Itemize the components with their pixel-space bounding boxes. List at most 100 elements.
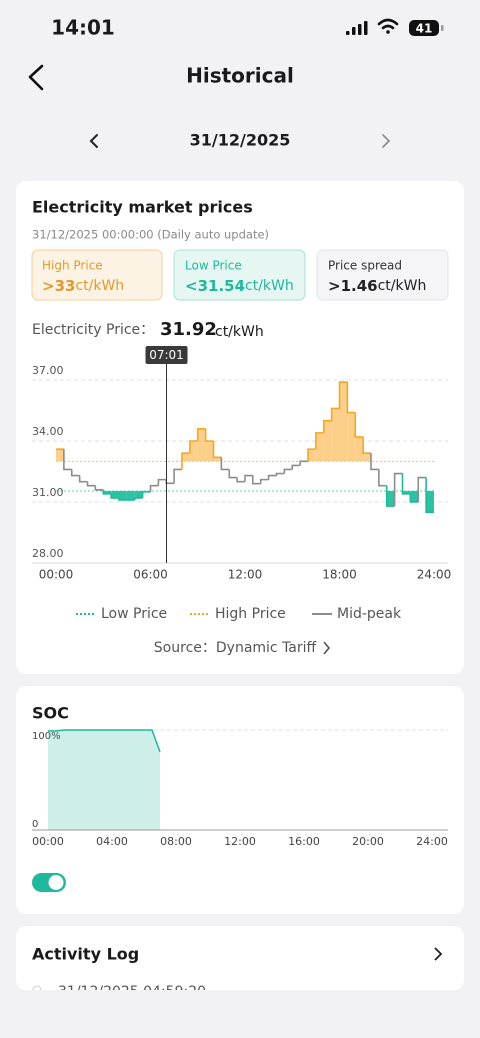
readout-label: Electricity Price： (32, 322, 154, 338)
price-step (401, 473, 411, 495)
x-tick-label: 00:00 (32, 835, 64, 848)
high-fill (56, 449, 64, 462)
battery-tip (441, 25, 444, 31)
price-chart: 28.00 31.00 34.00 37.00 00:00 06:00 12:00 18:00… (32, 346, 451, 622)
activity-bg (16, 926, 464, 990)
low-fill (386, 491, 395, 507)
battery-level: 41 (416, 22, 433, 36)
soc-area (48, 730, 160, 830)
high-fill (308, 449, 316, 462)
price-step (354, 412, 364, 438)
price-step (259, 478, 269, 484)
high-fill (213, 457, 222, 462)
legend-label: Mid-peak (337, 606, 402, 622)
price-step (70, 469, 80, 477)
high-fill (363, 453, 371, 462)
x-tick-label: 12:00 (224, 835, 256, 848)
x-tick-label: 12:00 (228, 568, 263, 582)
update-note: 31/12/2025 00:00:00 (Daily auto update) (32, 228, 269, 242)
price-step (409, 493, 419, 503)
activity-entry: 31/12/2025 04:59:20 (58, 984, 206, 1000)
legend-label: Low Price (101, 606, 167, 622)
cursor-label: 07:01 (149, 348, 184, 362)
y-tick-label: 37.00 (32, 364, 64, 377)
low-value: <31.54ct/kWh (185, 277, 294, 295)
high-fill (347, 412, 356, 462)
price-step (385, 485, 395, 507)
price-step (86, 481, 96, 487)
price-step (291, 464, 301, 470)
spread-box (316, 249, 449, 301)
price-step (417, 476, 427, 502)
back-button[interactable] (28, 64, 44, 91)
price-step (370, 453, 379, 471)
price-card (16, 181, 464, 674)
soc-line (48, 729, 161, 753)
low-box (173, 249, 306, 301)
price-step (393, 472, 403, 507)
y-tick-label: 28.00 (32, 547, 64, 560)
price-step (102, 489, 112, 495)
prev-date[interactable] (89, 134, 98, 148)
readout-unit: ct/kWh (215, 324, 264, 340)
readout-value: 31.92 (160, 319, 217, 340)
price-step (94, 485, 104, 491)
low-fill (126, 491, 135, 500)
price-step (307, 448, 316, 462)
low-fill (426, 491, 434, 513)
price-step (133, 497, 143, 500)
y-tick-label: 31.00 (32, 486, 64, 499)
high-fill (197, 428, 206, 462)
price-step (78, 475, 88, 483)
price-step (244, 474, 253, 482)
price-step (196, 428, 206, 441)
price-step (346, 382, 356, 414)
price-step (283, 468, 293, 474)
price-step (252, 475, 261, 485)
high-box (31, 249, 163, 301)
price-step (110, 493, 119, 499)
battery-icon (409, 20, 439, 36)
x-tick-label: 06:00 (133, 568, 168, 582)
legend-label: High Price (215, 606, 286, 622)
price-step (141, 491, 151, 498)
price-step (149, 484, 159, 492)
low-fill (103, 491, 112, 494)
high-fill (189, 441, 198, 462)
price-step (118, 497, 127, 501)
x-tick-label: 24:00 (416, 835, 448, 848)
price-step (220, 457, 230, 471)
y-tick-label: 0 (32, 819, 38, 830)
price-step (157, 478, 167, 486)
next-date[interactable] (382, 134, 391, 148)
price-step (338, 381, 348, 409)
soc-chart: 0 100% 00:00 04:00 08:00 12:00 16:00 20:00 24:00 (32, 729, 448, 848)
price-step (275, 472, 285, 476)
price-step (299, 460, 308, 466)
low-fill (410, 491, 419, 502)
source-chevron[interactable] (323, 641, 331, 655)
high-fill (315, 432, 324, 462)
price-step (378, 469, 387, 487)
toggle-knob (48, 875, 64, 890)
activity-chevron[interactable] (434, 947, 443, 961)
x-tick-label: 16:00 (288, 835, 320, 848)
high-fill (355, 436, 364, 462)
signal-icon (346, 21, 368, 35)
status-time: 14:01 (51, 16, 115, 40)
price-step (63, 449, 72, 471)
y-tick-label: 34.00 (32, 425, 64, 438)
x-tick-label: 08:00 (160, 835, 192, 848)
x-tick-label: 04:00 (96, 835, 128, 848)
activity-title: Activity Log (32, 945, 139, 964)
cursor-badge (145, 346, 188, 364)
x-tick-label: 20:00 (352, 835, 384, 848)
entry-dot (32, 985, 42, 990)
price-step (267, 474, 277, 480)
price-step (236, 477, 245, 483)
high-value: >33ct/kWh (42, 277, 124, 295)
source[interactable]: Source：Dynamic Tariff (154, 640, 317, 656)
low-fill (402, 491, 411, 494)
